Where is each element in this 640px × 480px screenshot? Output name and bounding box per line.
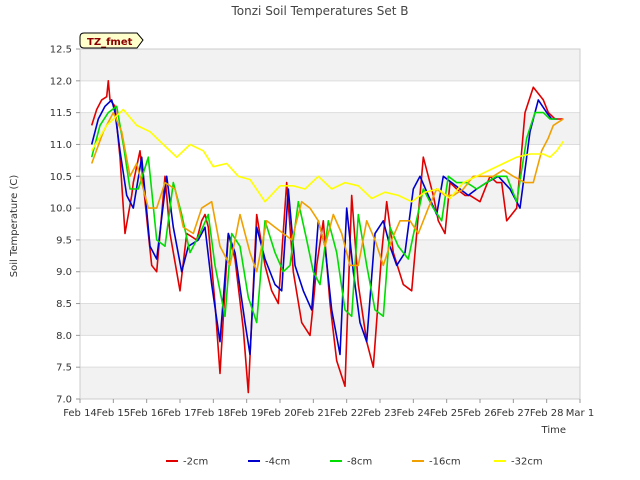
background-band xyxy=(80,367,580,399)
x-tick-label: Feb 15 xyxy=(97,408,131,419)
legend-item: -4cm xyxy=(248,457,290,468)
legend-item: -8cm xyxy=(330,457,372,468)
x-tick-label: Feb 21 xyxy=(297,408,331,419)
x-tick-label: Feb 16 xyxy=(130,408,164,419)
y-tick-label: 9.5 xyxy=(56,235,72,246)
y-tick-label: 9.0 xyxy=(56,267,72,278)
x-tick-label: Feb 27 xyxy=(497,408,531,419)
legend-label: -4cm xyxy=(265,457,290,468)
x-tick-label: Feb 24 xyxy=(397,408,431,419)
station-badge: TZ_fmet xyxy=(79,32,144,49)
y-tick-label: 7.0 xyxy=(56,395,72,406)
x-axis-label: Time xyxy=(541,425,566,436)
y-tick-label: 10.5 xyxy=(50,172,72,183)
x-tick-label: Feb 14 xyxy=(63,408,97,419)
legend-label: -2cm xyxy=(183,457,208,468)
y-tick-label: 12.0 xyxy=(50,76,72,87)
series-line-32cmcm xyxy=(91,108,564,203)
badge-shape xyxy=(79,32,144,49)
x-tick-label: Feb 28 xyxy=(530,408,564,419)
x-tick-label: Mar 1 xyxy=(566,408,594,419)
legend: -2cm -4cm -8cm -16cm -32cm xyxy=(166,457,543,468)
y-axis-label: Soil Temperature (C) xyxy=(9,175,20,278)
y-tick-label: 8.5 xyxy=(56,299,72,310)
x-tick-label: Feb 20 xyxy=(263,408,297,419)
series-line-16cmcm xyxy=(90,111,564,273)
y-tick-label: 11.5 xyxy=(50,108,72,119)
background-band xyxy=(80,49,580,81)
x-tick-label: Feb 18 xyxy=(197,408,231,419)
plot-frame xyxy=(79,48,581,400)
x-tick-label: Feb 26 xyxy=(463,408,497,419)
y-axis-ticks: 7.0 7.5 8.0 8.5 9.0 9.5 10.0 10.5 11.0 11.5 12.0 12… xyxy=(50,45,80,406)
y-tick-label: 12.5 xyxy=(50,45,72,56)
legend-label: -16cm xyxy=(429,457,461,468)
chart-title: Tonzi Soil Temperatures Set B xyxy=(231,4,409,18)
background-band xyxy=(80,112,580,145)
y-tick-label: 7.5 xyxy=(56,363,72,374)
legend-item: -2cm xyxy=(166,457,208,468)
y-tick-label: 10.0 xyxy=(50,204,72,215)
badge-label: TZ_fmet xyxy=(87,37,133,48)
series-layer xyxy=(90,80,564,394)
x-axis-ticks: Feb 14 Feb 15 Feb 16 Feb 17 Feb 18 Feb 19 Feb … xyxy=(63,399,594,419)
series-line-8cmcm xyxy=(90,105,557,324)
legend-item: -16cm xyxy=(412,457,461,468)
y-tick-label: 8.0 xyxy=(56,331,72,342)
legend-item: -32cm xyxy=(494,457,543,468)
legend-label: -32cm xyxy=(511,457,543,468)
x-tick-label: Feb 23 xyxy=(363,408,397,419)
y-tick-label: 11.0 xyxy=(50,140,72,151)
x-tick-label: Feb 17 xyxy=(163,408,197,419)
x-tick-label: Feb 22 xyxy=(330,408,364,419)
series-line-4cmcm xyxy=(90,99,557,356)
legend-label: -8cm xyxy=(347,457,372,468)
x-tick-label: Feb 25 xyxy=(430,408,464,419)
x-tick-label: Feb 19 xyxy=(230,408,264,419)
